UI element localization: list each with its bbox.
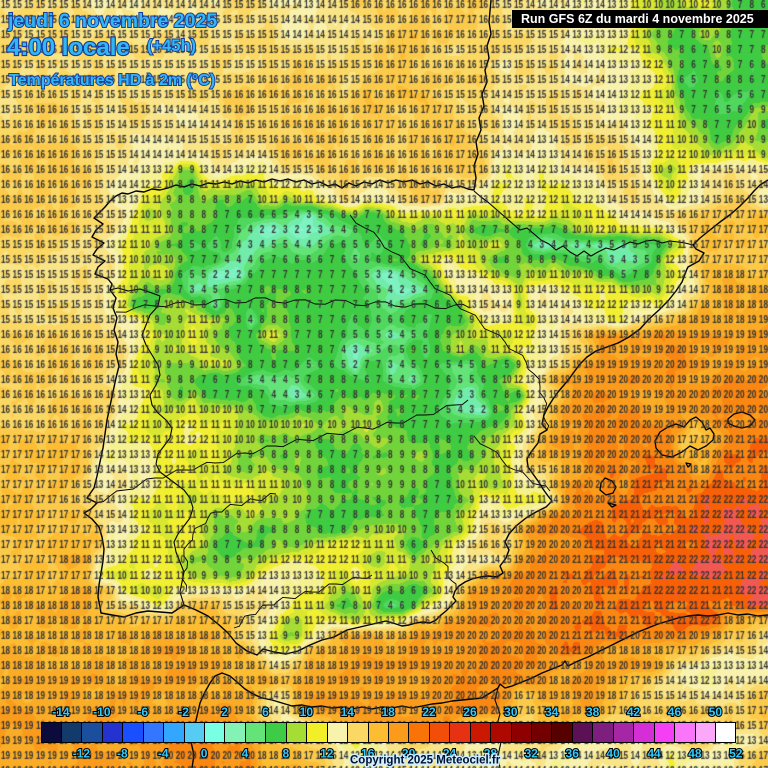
legend-tick-label: 48 <box>688 747 702 761</box>
legend-tick-label: -10 <box>93 705 111 719</box>
copyright-text: Copyright 2025 Meteociel.fr <box>350 755 501 767</box>
legend-tick-label: -14 <box>52 705 70 719</box>
legend-cell <box>348 722 369 742</box>
legend-labels: -14 -10 -6 -2 2 6 10 14 18 22 26 30 34 38 42 46 50-12 -8-… <box>51 704 744 762</box>
legend-cell <box>470 722 492 742</box>
legend-tick-label: 0 <box>201 747 208 761</box>
legend-cell <box>388 722 410 742</box>
legend-tick-label: 8 <box>283 747 290 761</box>
legend-cell <box>41 722 62 742</box>
legend-cell <box>184 722 205 742</box>
legend-cell <box>634 722 655 742</box>
legend-tick-label: 14 <box>341 705 355 719</box>
legend-cell <box>245 722 267 742</box>
legend-tick-label: 32 <box>525 747 539 761</box>
legend-tick-label: 42 <box>627 705 641 719</box>
legend-cell <box>715 722 736 742</box>
legend-tick-label: 26 <box>463 705 477 719</box>
legend-tick-label: -4 <box>158 747 169 761</box>
legend-tick-label: 44 <box>647 747 661 761</box>
legend-tick-label: -2 <box>178 705 189 719</box>
legend-cell <box>225 722 246 742</box>
legend-cell <box>286 722 308 742</box>
legend-cell <box>205 722 226 742</box>
legend-tick-label: 28 <box>484 747 498 761</box>
legend-tick-label: -6 <box>137 705 148 719</box>
legend-cell <box>327 722 349 742</box>
legend-tick-label: 50 <box>709 705 723 719</box>
legend-tick-label: 22 <box>422 705 436 719</box>
legend-cell <box>450 722 471 742</box>
legend-tick-label: 16 <box>361 747 375 761</box>
legend-cell <box>511 722 532 742</box>
legend-tick-label: 36 <box>566 747 580 761</box>
forecast-offset-label: (+45h) <box>147 37 196 55</box>
run-info-text: Run GFS 6Z du mardi 4 novembre 2025 <box>521 12 754 26</box>
legend-tick-label: 2 <box>221 705 228 719</box>
date-title: jeudi 6 novembre 2025 <box>7 10 217 32</box>
legend-tick-label: 52 <box>729 747 743 761</box>
legend-colorbar <box>40 721 737 743</box>
legend-cell <box>409 722 430 742</box>
legend-tick-label: 38 <box>586 705 600 719</box>
legend-tick-label: -12 <box>73 747 91 761</box>
legend-cell <box>307 722 328 742</box>
legend-cell <box>572 722 594 742</box>
legend-cell <box>532 722 553 742</box>
legend-tick-label: 6 <box>262 705 269 719</box>
legend-tick-label: 20 <box>402 747 416 761</box>
legend-tick-label: 40 <box>606 747 620 761</box>
legend-cell <box>368 722 389 742</box>
legend-cell <box>164 722 185 742</box>
header: jeudi 6 novembre 2025 4:00 locale (+45h)… <box>6 9 218 90</box>
legend-cell <box>552 722 573 742</box>
legend-tick-label: 12 <box>320 747 334 761</box>
legend-cell <box>593 722 614 742</box>
legend-cell <box>266 722 287 742</box>
legend-tick-label: 34 <box>545 705 559 719</box>
legend-cell <box>675 722 696 742</box>
run-info-box: Run GFS 6Z du mardi 4 novembre 2025 <box>512 10 768 28</box>
product-title: Températures HD à 2m (°C) <box>9 72 215 89</box>
legend-tick-label: 4 <box>242 747 249 761</box>
legend-tick-label: 46 <box>668 705 682 719</box>
legend-tick-label: 18 <box>381 705 395 719</box>
legend-tick-label: 10 <box>300 705 314 719</box>
legend-cell <box>654 722 676 742</box>
legend-tick-label: 30 <box>504 705 518 719</box>
legend-tick-label: -8 <box>117 747 128 761</box>
legend-cell <box>102 722 124 742</box>
legend-cell <box>82 722 103 742</box>
time-title: 4:00 locale <box>7 34 130 61</box>
legend-cell <box>491 722 512 742</box>
legend-cell <box>613 722 635 742</box>
legend-cell <box>143 722 165 742</box>
legend-cell <box>429 722 451 742</box>
legend-tick-label: 24 <box>443 747 457 761</box>
legend-cell <box>61 722 83 742</box>
legend-cell <box>695 722 716 742</box>
legend-cell <box>123 722 144 742</box>
